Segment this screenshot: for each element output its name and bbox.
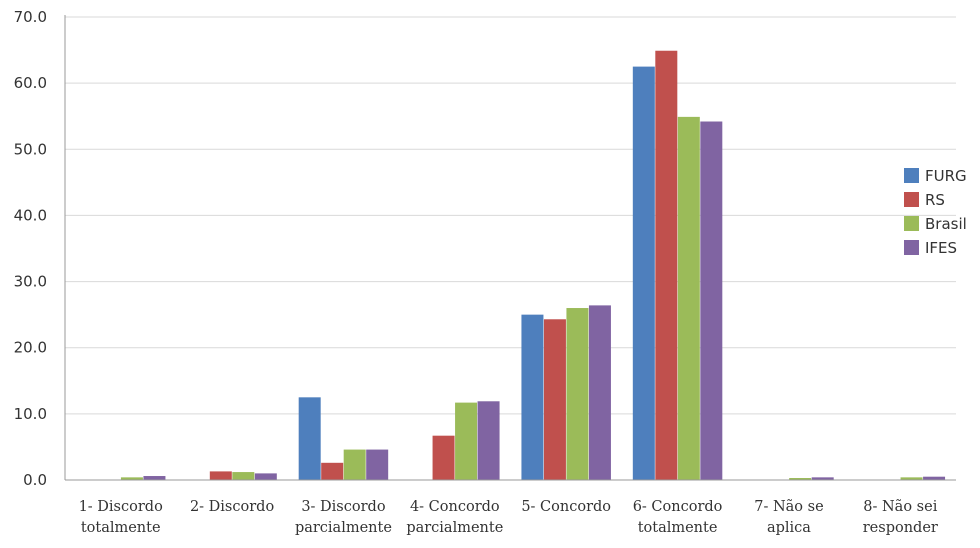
x-tick-label: aplica [767,520,811,536]
bar-brasil-5 [566,308,589,480]
x-tick-label: 6- Concordo [633,499,723,515]
bars [120,50,946,481]
x-tick-label: 8- Não sei [863,499,937,515]
bar-ifes-7 [811,477,834,480]
bar-ifes-1 [143,476,166,480]
bar-ifes-6 [700,121,723,481]
legend: FURG RS Brasil IFES [904,167,967,257]
legend-label-furg: FURG [925,167,967,185]
legend-label-brasil: Brasil [925,215,967,233]
y-tick-label: 40.0 [14,206,47,224]
bar-furg-5 [521,314,544,480]
axes [64,15,956,481]
bar-rs-4 [432,435,455,480]
x-tick-label: totalmente [81,520,161,536]
bar-brasil-3 [343,449,366,480]
bar-rs-5 [543,319,566,480]
y-tick-label: 60.0 [14,74,47,92]
x-tick-label: 7- Não se [754,499,823,515]
x-tick-label: responder [863,520,938,536]
bar-rs-2 [209,471,232,480]
legend-swatch-furg [904,168,919,183]
bar-ifes-5 [588,305,611,480]
bar-brasil-6 [677,116,700,480]
y-tick-label: 50.0 [14,140,47,158]
y-tick-labels: 0.0 10.0 20.0 30.0 40.0 50.0 60.0 70.0 [14,8,47,489]
x-tick-label: parcialmente [406,520,503,536]
y-tick-label: 70.0 [14,8,47,26]
legend-swatch-rs [904,192,919,207]
legend-swatch-brasil [904,216,919,231]
bar-furg-3 [298,397,321,480]
x-tick-label: 4- Concordo [410,499,500,515]
legend-swatch-ifes [904,240,919,255]
gridlines [65,16,956,415]
legend-label-ifes: IFES [925,239,957,257]
bar-rs-6 [655,50,678,481]
y-tick-label: 0.0 [23,471,47,489]
y-tick-label: 30.0 [14,273,47,291]
bar-brasil-7 [789,478,812,480]
x-tick-label: 1- Discordo [79,499,163,515]
x-tick-label: parcialmente [295,520,392,536]
legend-label-rs: RS [925,191,945,209]
bar-ifes-4 [477,401,500,480]
x-tick-label: 5- Concordo [521,499,611,515]
x-tick-labels: 1- Discordo totalmente 2- Discordo 3- Disco… [79,499,938,536]
bar-ifes-3 [366,449,389,480]
y-tick-label: 20.0 [14,339,47,357]
y-tick-label: 10.0 [14,405,47,423]
bar-ifes-8 [923,476,946,480]
x-tick-label: 3- Discordo [301,499,385,515]
x-tick-label: 2- Discordo [190,499,274,515]
bar-brasil-4 [455,402,478,480]
bar-furg-6 [632,66,655,480]
bar-brasil-8 [900,477,923,480]
bar-ifes-2 [254,473,277,480]
bar-brasil-2 [232,472,255,480]
bar-brasil-1 [120,477,143,480]
x-tick-label: totalmente [638,520,718,536]
bar-rs-3 [321,462,344,480]
